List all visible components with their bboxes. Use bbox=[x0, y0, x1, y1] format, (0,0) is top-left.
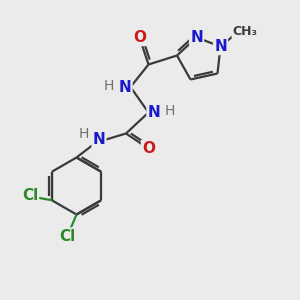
Text: N: N bbox=[148, 105, 160, 120]
Text: CH₃: CH₃ bbox=[232, 25, 258, 38]
Text: Cl: Cl bbox=[59, 229, 76, 244]
Text: O: O bbox=[133, 30, 146, 45]
Text: N: N bbox=[214, 39, 227, 54]
Text: H: H bbox=[165, 104, 175, 118]
Text: Cl: Cl bbox=[22, 188, 38, 203]
Text: N: N bbox=[93, 132, 105, 147]
Text: N: N bbox=[190, 30, 203, 45]
Text: O: O bbox=[142, 141, 155, 156]
Text: H: H bbox=[79, 127, 89, 140]
Text: H: H bbox=[104, 79, 114, 92]
Text: N: N bbox=[119, 80, 131, 94]
